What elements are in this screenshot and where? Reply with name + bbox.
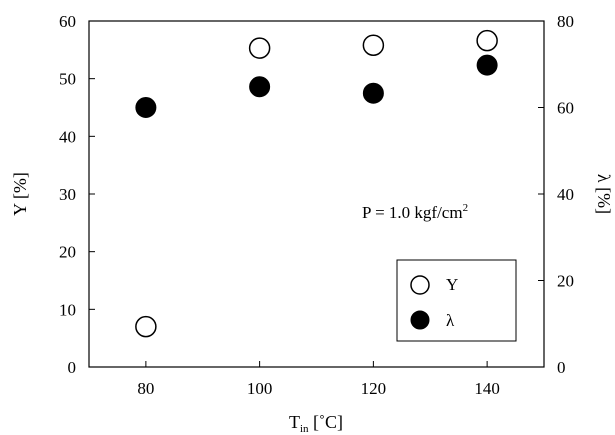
legend-marker-lambda bbox=[410, 310, 430, 330]
point-lambda bbox=[249, 76, 271, 98]
y-right-tick-label: 60 bbox=[557, 99, 574, 118]
y-left-tick-label: 0 bbox=[68, 358, 77, 377]
x-axis-label-sub: in bbox=[300, 423, 309, 435]
y-left-tick-label: 20 bbox=[59, 243, 76, 262]
legend-box bbox=[396, 259, 517, 342]
y-axis-left-label: Y [%] bbox=[10, 172, 30, 216]
legend-marker-y bbox=[410, 275, 430, 295]
y-right-tick-label: 40 bbox=[557, 185, 574, 204]
y-axis-right-label: λ [%] bbox=[594, 174, 614, 214]
x-tick-label: 80 bbox=[137, 379, 154, 398]
pressure-annotation: P = 1.0 kgf/cm2 bbox=[362, 202, 468, 222]
x-axis-label: Tin [˚C] bbox=[289, 412, 343, 435]
x-axis-label-main: T bbox=[289, 412, 300, 432]
point-lambda bbox=[362, 82, 384, 104]
point-lambda bbox=[135, 97, 157, 118]
y-left-tick-label: 30 bbox=[59, 185, 76, 204]
x-tick-label: 100 bbox=[247, 379, 273, 398]
x-tick-label: 140 bbox=[474, 379, 500, 398]
point-y bbox=[135, 315, 157, 338]
y-right-tick-label: 80 bbox=[557, 12, 574, 31]
ticks-group: 0 10 20 30 40 50 60 0 20 40 60 80 80 100 120 140 bbox=[59, 12, 574, 398]
y-left-tick-label: 60 bbox=[59, 12, 76, 31]
x-axis-label-unit: [˚C] bbox=[309, 412, 344, 432]
legend-label-lambda: λ bbox=[446, 311, 455, 330]
legend: Y λ bbox=[396, 259, 517, 342]
y-left-tick-label: 10 bbox=[59, 300, 76, 319]
legend-label-y: Y bbox=[446, 275, 458, 294]
y-right-tick-label: 0 bbox=[557, 358, 566, 377]
point-y bbox=[362, 34, 385, 56]
pressure-annotation-sup: 2 bbox=[463, 202, 469, 214]
y-right-tick-label: 20 bbox=[557, 272, 574, 291]
point-y bbox=[248, 37, 271, 59]
y-left-tick-label: 40 bbox=[59, 127, 76, 146]
point-y bbox=[476, 29, 498, 52]
y-left-tick-label: 50 bbox=[59, 70, 76, 89]
point-lambda bbox=[476, 54, 498, 76]
x-tick-label: 120 bbox=[361, 379, 387, 398]
marks-group bbox=[135, 29, 498, 338]
pressure-annotation-text: P = 1.0 kgf/cm bbox=[362, 203, 463, 222]
